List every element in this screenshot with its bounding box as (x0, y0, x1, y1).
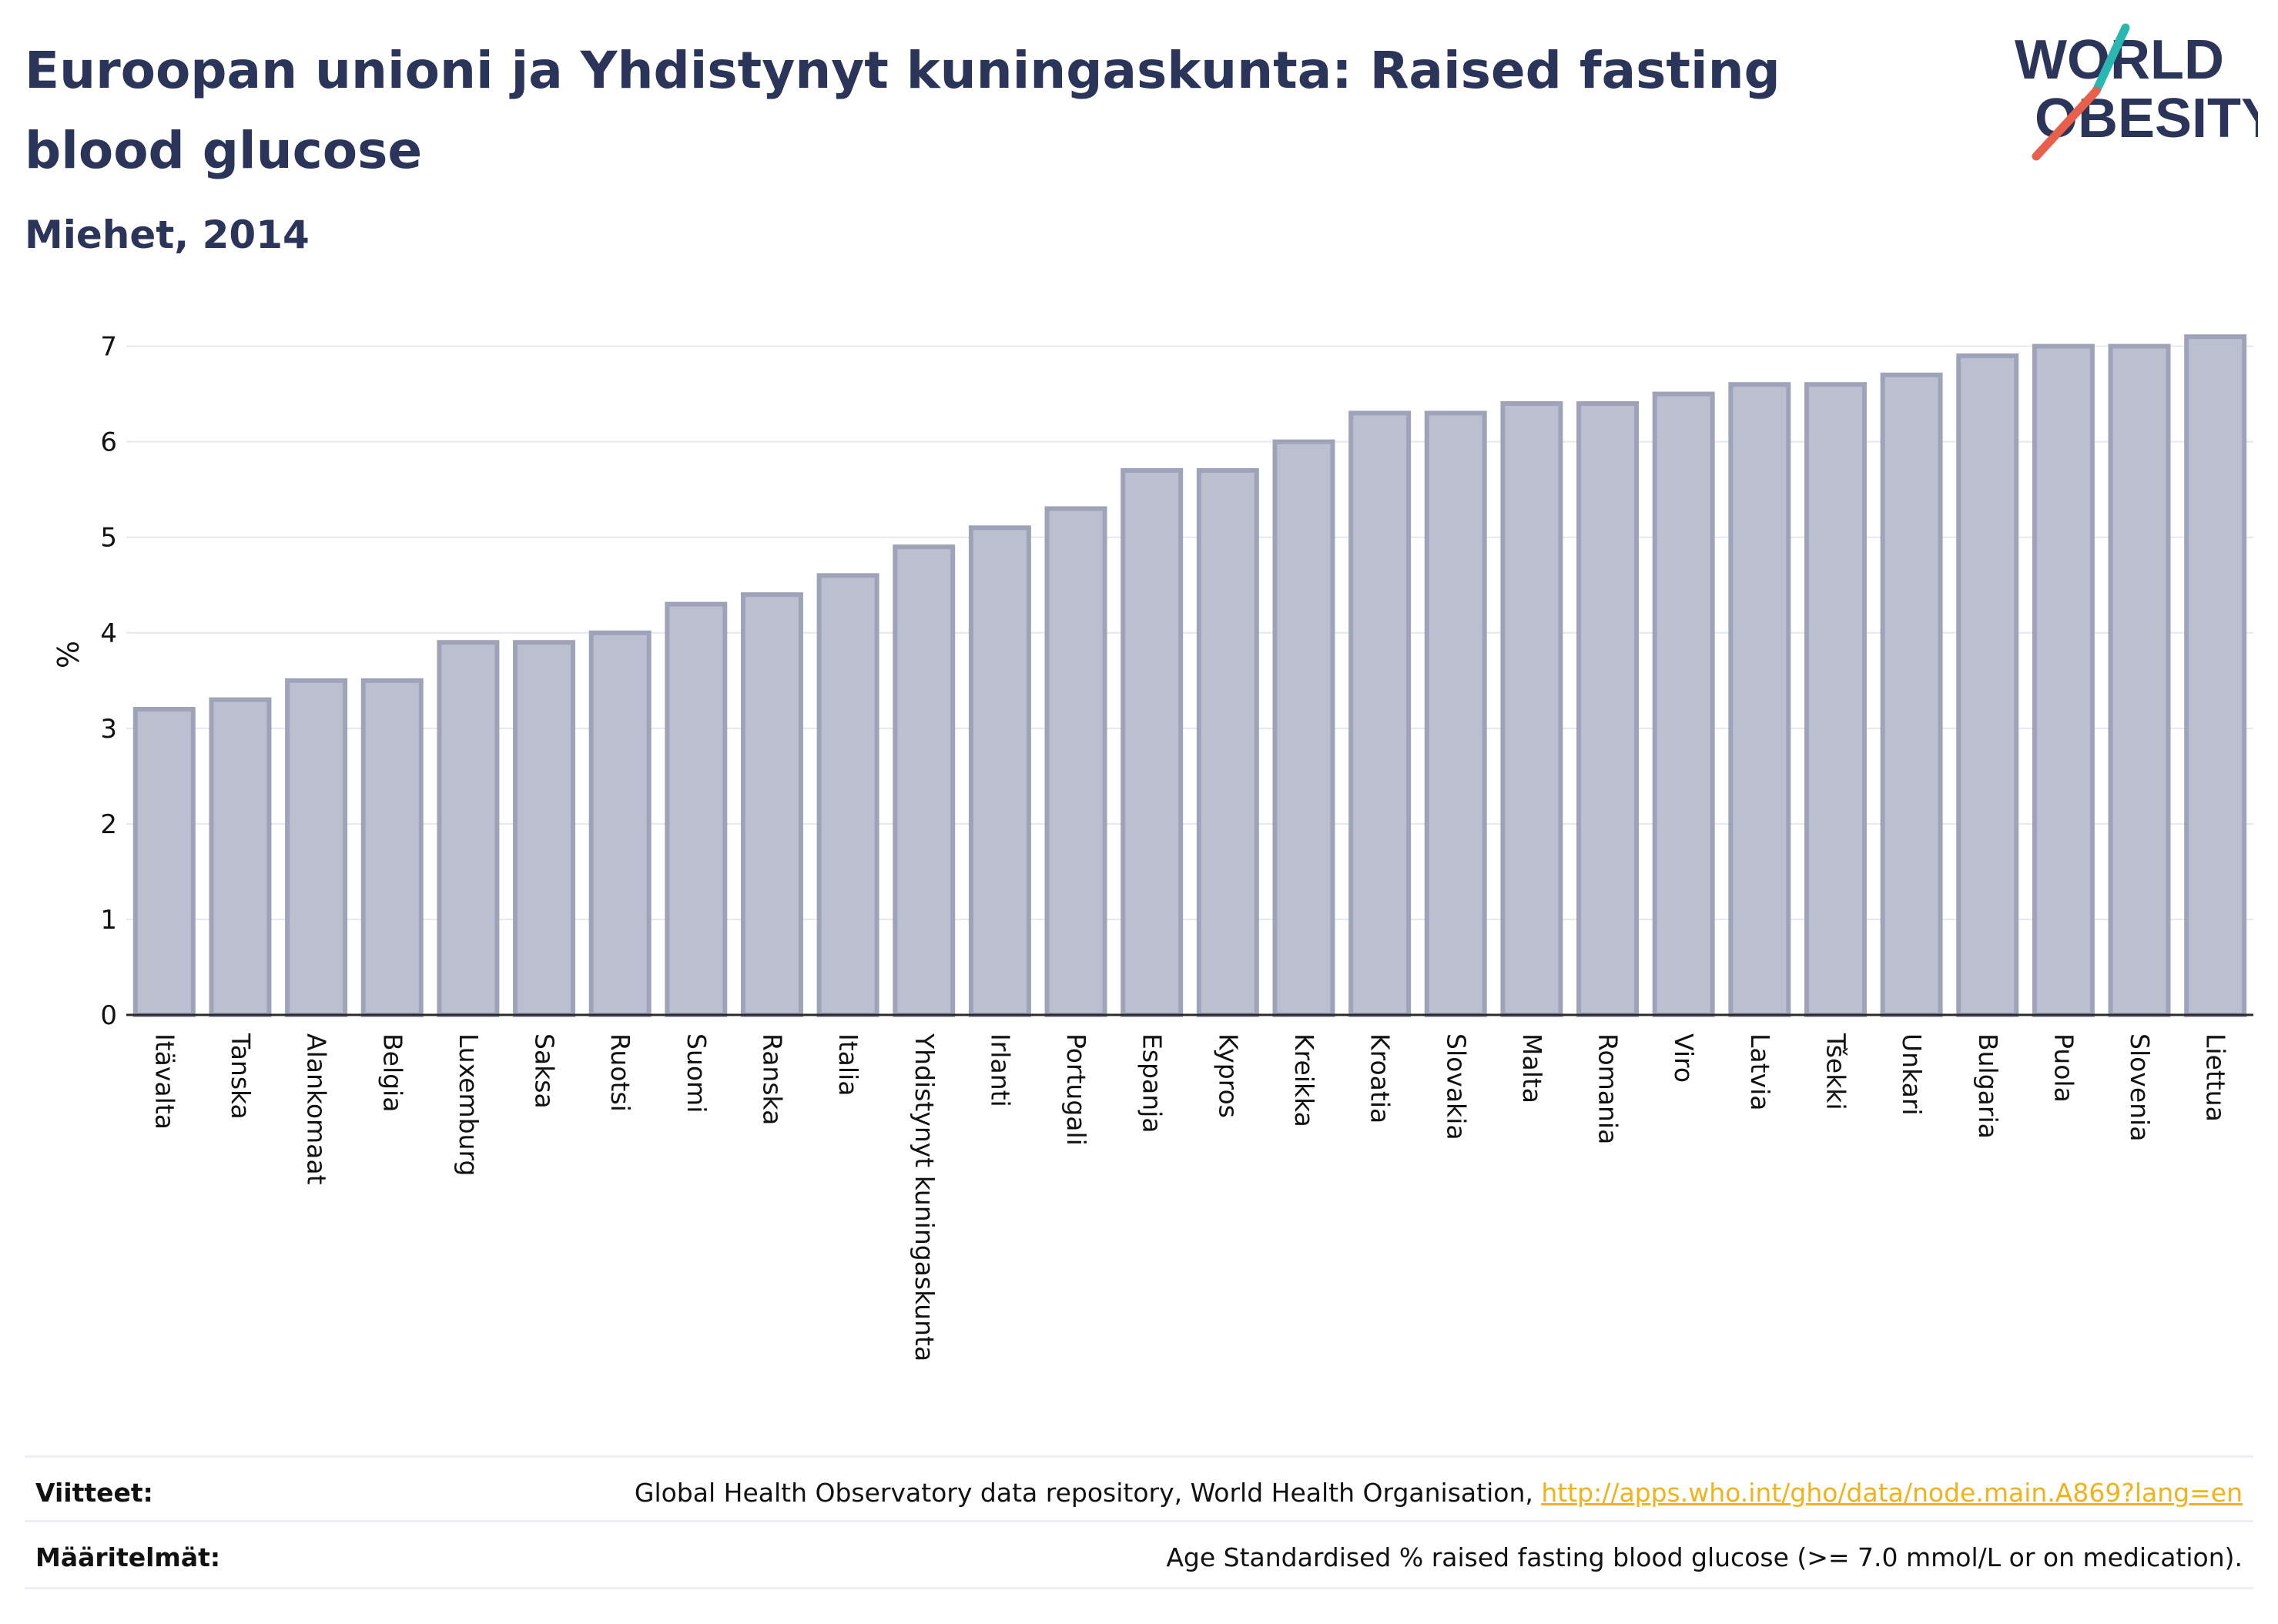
world-obesity-logo[interactable]: WORLD OBESITY (2012, 22, 2258, 168)
y-tick-label: 0 (100, 1000, 117, 1031)
x-tick-label: Latvia (1745, 1033, 1775, 1110)
definitions-label: Määritelmät: (35, 1542, 221, 1572)
bar-slovenia[interactable] (2108, 343, 2171, 1017)
bar-alankomaat[interactable] (285, 678, 348, 1017)
y-axis-label: % (50, 641, 84, 668)
bar-viro[interactable] (1652, 391, 1715, 1018)
bar-ranska[interactable] (740, 592, 803, 1017)
x-tick-label: Belgia (377, 1033, 407, 1112)
y-tick-label: 4 (100, 618, 117, 649)
bar-romania[interactable] (1576, 401, 1640, 1017)
x-tick-label: Espanja (1137, 1033, 1167, 1133)
x-tick-label: Kreikka (1289, 1033, 1319, 1127)
x-tick-label: Suomi (682, 1033, 712, 1113)
x-tick-label: Viro (1669, 1033, 1699, 1083)
bar-kroatia[interactable] (1348, 410, 1412, 1017)
chart-subtitle: Miehet, 2014 (25, 213, 310, 257)
bar-slovakia[interactable] (1424, 410, 1487, 1017)
bar-liettua[interactable] (2184, 334, 2247, 1018)
y-tick-label: 5 (100, 523, 117, 554)
x-tick-label: Yhdistynyt kuningaskunta (910, 1033, 940, 1361)
x-tick-label: Liettua (2201, 1033, 2231, 1122)
sources-link[interactable]: http://apps.who.int/gho/data/node.main.A… (1541, 1478, 2243, 1508)
x-tick-label: Unkari (1897, 1033, 1927, 1116)
bar-irlanti[interactable] (968, 525, 1031, 1017)
x-tick-label: Saksa (530, 1033, 560, 1109)
x-tick-label: Ranska (757, 1033, 787, 1125)
x-tick-label: Italia (833, 1033, 863, 1096)
y-axis: 0 1 2 3 4 5 6 7 (100, 332, 117, 1031)
chart-title: Euroopan unioni ja Yhdistynyt kuningasku… (25, 41, 1781, 180)
definitions-value: Age Standardised % raised fasting blood … (1166, 1542, 2243, 1572)
bar-saksa[interactable] (513, 640, 576, 1018)
bar-kypros[interactable] (1196, 467, 1259, 1017)
x-tick-label: Puola (2049, 1033, 2079, 1103)
bar-unkari[interactable] (1880, 372, 1943, 1017)
y-tick-label: 6 (100, 427, 117, 458)
bar-bulgaria[interactable] (1956, 353, 2019, 1017)
x-tick-label: Tanska (226, 1033, 256, 1120)
bar-tšekki[interactable] (1804, 382, 1867, 1018)
x-tick-label: Kypros (1213, 1033, 1243, 1118)
bar-latvia[interactable] (1728, 382, 1791, 1018)
x-tick-label: Luxemburg (454, 1033, 484, 1176)
sources-row: Viitteet: Global Health Observatory data… (25, 1455, 2253, 1522)
y-tick-label: 1 (100, 905, 117, 936)
bar-portugali[interactable] (1044, 506, 1107, 1017)
bar-belgia[interactable] (360, 678, 424, 1017)
bar-itävalta[interactable] (132, 707, 196, 1017)
sources-value: Global Health Observatory data repositor… (635, 1478, 2243, 1508)
x-tick-label: Malta (1517, 1033, 1547, 1103)
sources-text: Global Health Observatory data repositor… (634, 1478, 1542, 1508)
bar-luxemburg[interactable] (437, 640, 500, 1018)
bar-suomi[interactable] (665, 601, 728, 1017)
x-tick-label: Irlanti (985, 1033, 1015, 1107)
bar-ruotsi[interactable] (588, 630, 652, 1018)
bar-chart: 0 1 2 3 4 5 6 7 Itävalta Tanska Alankomaat Belgia L… (50, 332, 2253, 1361)
bar-espanja[interactable] (1121, 467, 1184, 1017)
x-tick-label: Portugali (1061, 1033, 1091, 1146)
y-tick-label: 7 (100, 332, 117, 363)
x-tick-label: Tšekki (1821, 1033, 1851, 1110)
logo-slash-teal (2092, 23, 2130, 95)
bar-yhdistynyt-kuningaskunta[interactable] (893, 544, 956, 1017)
bar-puola[interactable] (2032, 343, 2095, 1017)
bar-kreikka[interactable] (1272, 439, 1335, 1017)
bar-italia[interactable] (816, 573, 879, 1017)
x-tick-label: Alankomaat (302, 1033, 332, 1185)
x-tick-label: Ruotsi (605, 1033, 635, 1112)
logo-slash-red (2032, 86, 2101, 161)
x-tick-label: Bulgaria (1973, 1033, 2003, 1139)
x-tick-label: Slovenia (2125, 1033, 2155, 1141)
x-axis: Itävalta Tanska Alankomaat Belgia Luxemburg S… (126, 1013, 2253, 1361)
x-tick-label: Slovakia (1441, 1033, 1471, 1140)
bar-tanska[interactable] (209, 697, 272, 1018)
bar-malta[interactable] (1500, 401, 1563, 1017)
bars (132, 334, 2247, 1018)
x-tick-label: Itävalta (149, 1033, 179, 1130)
sources-label: Viitteet: (35, 1478, 153, 1508)
y-tick-label: 3 (100, 714, 117, 745)
x-tick-label: Kroatia (1365, 1033, 1395, 1123)
x-tick-label: Romania (1593, 1033, 1623, 1144)
y-tick-label: 2 (100, 809, 117, 840)
definitions-row: Määritelmät: Age Standardised % raised f… (25, 1520, 2253, 1589)
